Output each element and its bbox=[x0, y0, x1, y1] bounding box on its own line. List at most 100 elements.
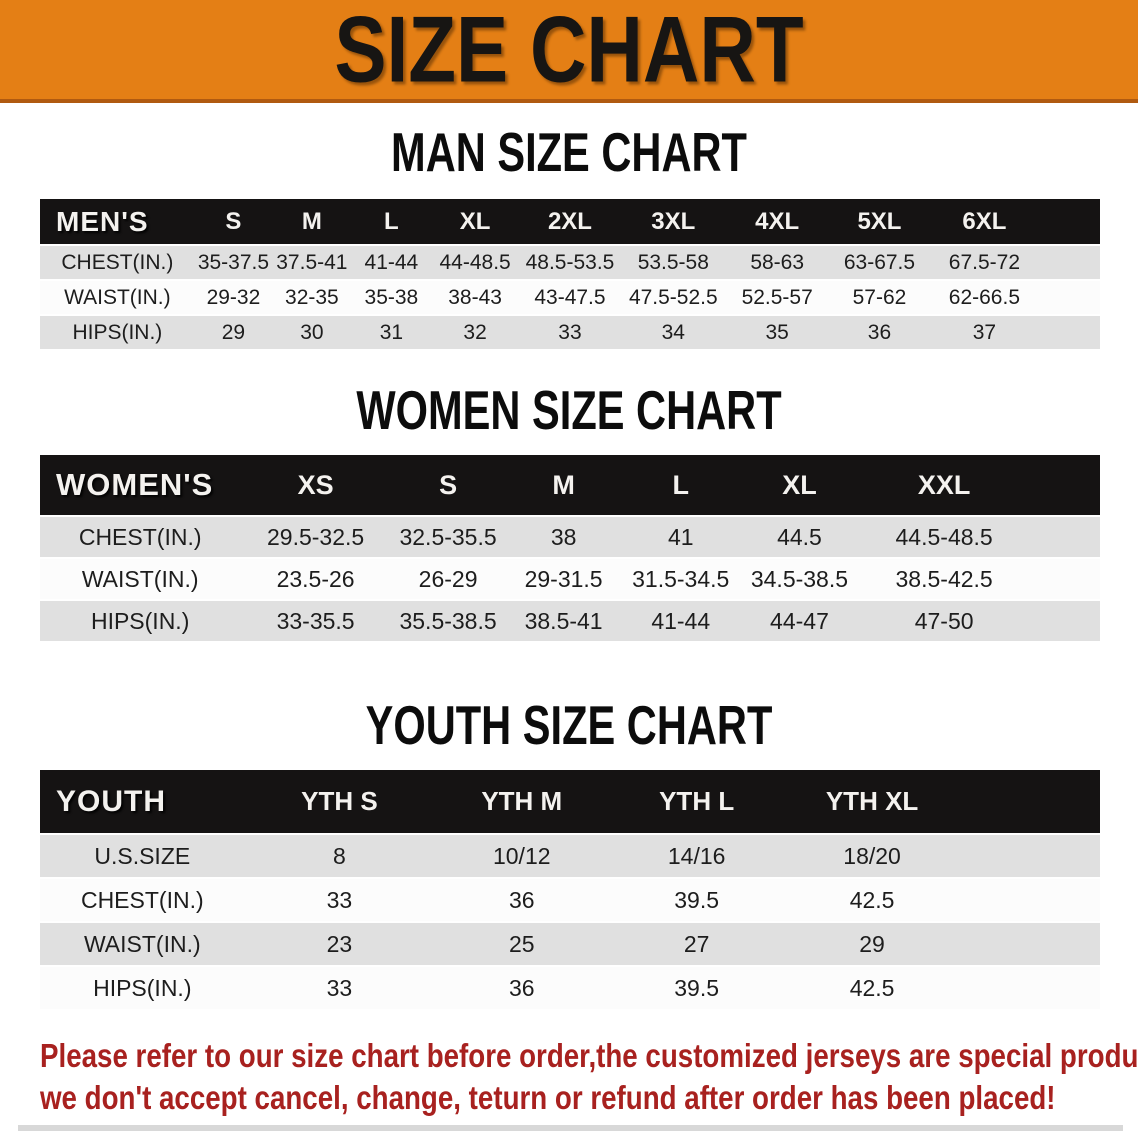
size-value-cell: 32-35 bbox=[285, 285, 339, 309]
measurement-row: HIPS(IN.) 33-35.5 35.5-38.5 38.5-41 41-44 44-… bbox=[40, 601, 1100, 641]
row-label: WAIST(IN.) bbox=[81, 565, 199, 592]
size-column-header: M bbox=[272, 199, 352, 244]
row-spacer bbox=[960, 967, 1100, 1009]
row-label: CHEST(IN.) bbox=[61, 250, 174, 274]
size-value-cell: 62-66.5 bbox=[948, 285, 1021, 309]
size-value-cell: 32.5-35.5 bbox=[399, 523, 497, 550]
size-value-cell: 35 bbox=[765, 320, 789, 344]
size-value-cell: 44.5 bbox=[777, 523, 822, 550]
size-value-cell: 31 bbox=[379, 320, 404, 344]
size-value-cell: 41-44 bbox=[364, 250, 419, 274]
size-value-cell: 43-47.5 bbox=[534, 285, 606, 309]
measurement-row: WAIST(IN.) 23.5-26 26-29 29-31.5 31.5-34.5 34… bbox=[40, 559, 1100, 599]
size-value-cell: 34 bbox=[661, 320, 685, 344]
size-value-cell: 38.5-42.5 bbox=[895, 565, 993, 592]
size-value-cell: 37.5-41 bbox=[276, 250, 348, 274]
size-value-cell: 53.5-58 bbox=[637, 250, 709, 274]
bottom-divider bbox=[18, 1125, 1123, 1131]
measurement-row: CHEST(IN.) 33 36 39.5 42.5 bbox=[40, 879, 1100, 921]
size-value-cell: 42.5 bbox=[849, 886, 895, 913]
size-value-cell: 63-67.5 bbox=[843, 250, 916, 274]
size-value-cell: 35.5-38.5 bbox=[399, 607, 497, 634]
size-column-header: XL bbox=[739, 455, 860, 515]
size-value-cell: 36 bbox=[508, 886, 535, 913]
size-column-header: 2XL bbox=[519, 199, 621, 244]
size-value-cell: 29-32 bbox=[206, 285, 261, 309]
size-value-cell: 29-31.5 bbox=[524, 565, 603, 592]
size-value-cell: 39.5 bbox=[674, 886, 720, 913]
size-value-cell: 36 bbox=[508, 974, 535, 1001]
order-policy-note: Please refer to our size chart before or… bbox=[40, 1035, 1138, 1119]
size-value-cell: 58-63 bbox=[750, 250, 805, 274]
size-column-header: 6XL bbox=[930, 199, 1039, 244]
size-column-header: XS bbox=[240, 455, 391, 515]
measurement-row: WAIST(IN.) 29-32 32-35 35-38 38-43 43-47.5 47.… bbox=[40, 281, 1100, 314]
size-value-cell: 42.5 bbox=[849, 974, 895, 1001]
youth-header-row: YOUTH YTH S YTH M YTH L YTH XL bbox=[40, 770, 1100, 833]
size-value-cell: 29 bbox=[221, 320, 246, 344]
measurement-row: HIPS(IN.) 33 36 39.5 42.5 bbox=[40, 967, 1100, 1009]
size-column-header: S bbox=[194, 199, 273, 244]
row-spacer bbox=[1029, 559, 1100, 599]
header-spacer bbox=[1038, 199, 1100, 244]
size-value-cell: 26-29 bbox=[418, 565, 478, 592]
size-column-header: 4XL bbox=[725, 199, 829, 244]
size-value-cell: 10/12 bbox=[492, 842, 551, 869]
size-value-cell: 8 bbox=[333, 842, 346, 869]
policy-line-1: Please refer to our size chart before or… bbox=[40, 1037, 1138, 1074]
size-value-cell: 47-50 bbox=[914, 607, 974, 634]
size-value-cell: 35-37.5 bbox=[197, 250, 270, 274]
size-value-cell: 47.5-52.5 bbox=[628, 285, 718, 309]
size-column-header: YTH S bbox=[244, 770, 435, 833]
youth-size-table: YOUTH YTH S YTH M YTH L YTH XL U.S.SIZE 8 10/1… bbox=[40, 768, 1100, 1011]
size-value-cell: 44.5-48.5 bbox=[895, 523, 993, 550]
size-value-cell: 35-38 bbox=[364, 285, 419, 309]
size-value-cell: 44-48.5 bbox=[439, 250, 511, 274]
table-header-label: YOUTH bbox=[40, 770, 245, 833]
table-header-label: MEN'S bbox=[40, 199, 195, 244]
row-label: HIPS(IN.) bbox=[72, 320, 163, 344]
size-value-cell: 38.5-41 bbox=[524, 607, 603, 634]
row-spacer bbox=[1038, 281, 1100, 314]
size-value-cell: 37 bbox=[972, 320, 997, 344]
policy-line-2: we don't accept cancel, change, teturn o… bbox=[40, 1079, 1056, 1116]
man-size-chart-title: MAN SIZE CHART bbox=[391, 122, 747, 184]
size-value-cell: 25 bbox=[508, 930, 535, 957]
size-value-cell: 33 bbox=[558, 320, 582, 344]
size-chart-banner: SIZE CHART bbox=[0, 0, 1138, 103]
mens-header-row: MEN'S S M L XL 2XL 3XL 4XL 5XL 6XL bbox=[40, 199, 1100, 244]
row-spacer bbox=[1029, 601, 1100, 641]
size-column-header: XXL bbox=[859, 455, 1029, 515]
size-column-header: 3XL bbox=[620, 199, 726, 244]
size-value-cell: 33 bbox=[326, 974, 353, 1001]
size-value-cell: 33 bbox=[326, 886, 353, 913]
header-spacer bbox=[1028, 455, 1100, 515]
size-value-cell: 33-35.5 bbox=[276, 607, 355, 634]
size-column-header: L bbox=[621, 455, 740, 515]
row-spacer bbox=[1038, 246, 1100, 279]
size-value-cell: 39.5 bbox=[674, 974, 720, 1001]
size-value-cell: 32 bbox=[463, 320, 487, 344]
row-spacer bbox=[960, 835, 1100, 877]
size-value-cell: 52.5-57 bbox=[741, 285, 813, 309]
size-value-cell: 41 bbox=[667, 523, 694, 550]
measurement-row: WAIST(IN.) 23 25 27 29 bbox=[40, 923, 1100, 965]
size-value-cell: 48.5-53.5 bbox=[525, 250, 615, 274]
row-spacer bbox=[1029, 517, 1100, 557]
size-value-cell: 29 bbox=[859, 930, 885, 957]
size-column-header: YTH M bbox=[434, 770, 610, 833]
banner-title: SIZE CHART bbox=[334, 0, 804, 102]
size-value-cell: 30 bbox=[300, 320, 324, 344]
womens-size-table: WOMEN'S XS S M L XL XXL CHEST(IN.) 29.5-32.5 32.… bbox=[40, 453, 1100, 643]
size-value-cell: 14/16 bbox=[667, 842, 726, 869]
row-label: HIPS(IN.) bbox=[90, 607, 190, 634]
row-label: U.S.SIZE bbox=[94, 842, 191, 869]
size-column-header: M bbox=[505, 455, 622, 515]
size-column-header: YTH XL bbox=[784, 770, 961, 833]
row-label: HIPS(IN.) bbox=[93, 974, 192, 1001]
row-spacer bbox=[960, 923, 1100, 965]
measurement-row: HIPS(IN.) 29 30 31 32 33 34 35 36 37 bbox=[40, 316, 1100, 349]
size-value-cell: 27 bbox=[683, 930, 710, 957]
size-value-cell: 67.5-72 bbox=[948, 250, 1021, 274]
row-label: CHEST(IN.) bbox=[80, 886, 204, 913]
